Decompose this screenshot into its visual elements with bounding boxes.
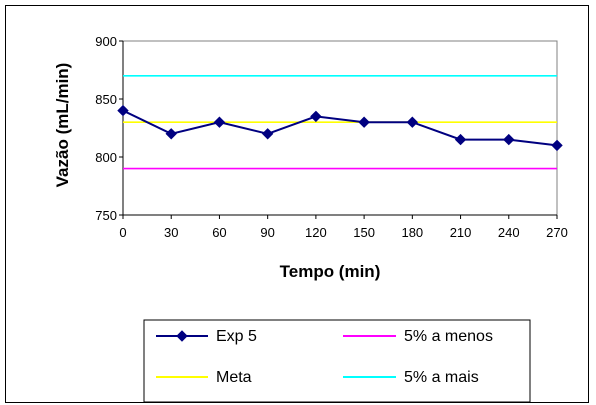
- y-tick-label: 900: [95, 34, 117, 49]
- x-tick-label: 90: [260, 225, 274, 240]
- data-point: [165, 128, 177, 140]
- plot-border: [122, 40, 558, 216]
- data-point: [358, 116, 370, 128]
- legend-label-meta: Meta: [216, 369, 252, 386]
- data-point: [406, 116, 419, 128]
- x-tick-label: 270: [546, 225, 568, 240]
- legend-box: [143, 319, 531, 403]
- data-point: [117, 104, 129, 117]
- legend-label-5-a-menos: 5% a menos: [404, 328, 493, 345]
- x-tick-label: 150: [353, 225, 375, 240]
- plot-area: 750 800 850 900 0 30 60 90 120 150 180 210 240 270: [95, 34, 568, 240]
- y-tick-label: 850: [95, 92, 117, 107]
- data-point: [454, 133, 467, 146]
- legend-label-5-a-mais: 5% a mais: [404, 369, 479, 386]
- y-axis-title: Vazão (mL/min): [53, 63, 72, 188]
- x-tick-label: 240: [498, 225, 520, 240]
- data-point: [503, 133, 515, 146]
- x-tick-label: 0: [119, 225, 126, 240]
- data-point: [551, 139, 563, 152]
- legend-marker-exp-5: [176, 330, 188, 342]
- data-point: [261, 128, 274, 140]
- x-tick-label: 180: [401, 225, 423, 240]
- series-line-exp-5: [122, 109, 558, 147]
- legend-label-exp-5: Exp 5: [216, 328, 257, 345]
- data-point: [213, 116, 226, 128]
- y-tick-label: 750: [95, 208, 117, 223]
- x-tick-label: 210: [450, 225, 472, 240]
- x-tick-label: 120: [305, 225, 327, 240]
- x-axis-title: Tempo (min): [280, 262, 381, 281]
- legend: Exp 5 5% a menos Meta 5% a mais: [143, 319, 531, 403]
- x-tick-label: 60: [212, 225, 226, 240]
- y-tick-label: 800: [95, 150, 117, 165]
- x-tick-label: 30: [164, 225, 178, 240]
- data-point: [310, 110, 322, 123]
